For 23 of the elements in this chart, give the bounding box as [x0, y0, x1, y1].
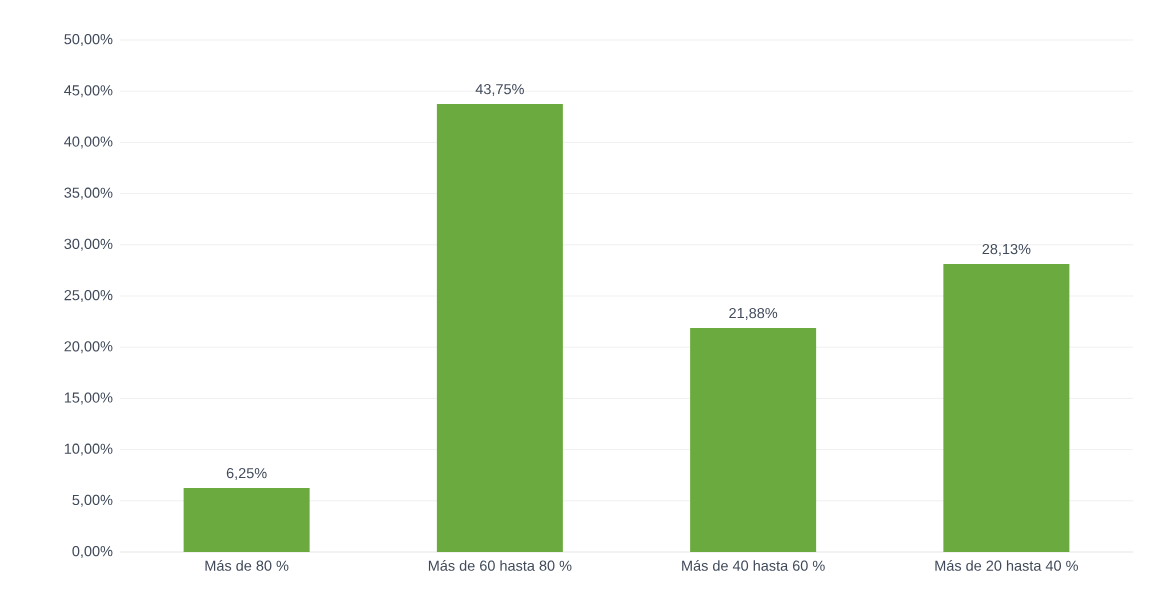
x-tick-label: Más de 40 hasta 60 %: [682, 560, 825, 571]
x-tick-label: Más de 60 hasta 80 %: [428, 560, 572, 571]
y-tick-label: 15,00%: [64, 392, 113, 405]
data-label: 28,13%: [982, 243, 1031, 256]
y-tick-label: 10,00%: [64, 443, 113, 456]
y-tick-label: 40,00%: [64, 136, 113, 149]
y-tick-label: 20,00%: [64, 341, 113, 354]
x-tick-label: Más de 20 hasta 40 %: [935, 560, 1078, 571]
y-tick-label: 35,00%: [64, 187, 113, 200]
bar: [943, 263, 1070, 552]
y-tick-label: 45,00%: [64, 85, 113, 98]
y-tick-label: 5,00%: [72, 494, 113, 507]
data-label: 21,88%: [729, 307, 778, 320]
bar: [436, 104, 563, 552]
bar: [183, 488, 310, 552]
y-tick-label: 0,00%: [72, 546, 113, 558]
y-tick-label: 50,00%: [64, 34, 113, 46]
y-tick-label: 25,00%: [64, 290, 113, 302]
bar: [690, 327, 817, 552]
data-label: 6,25%: [226, 467, 267, 480]
data-label: 43,75%: [475, 83, 524, 96]
y-tick-label: 30,00%: [64, 238, 113, 251]
x-tick-label: Más de 80 %: [205, 560, 289, 571]
